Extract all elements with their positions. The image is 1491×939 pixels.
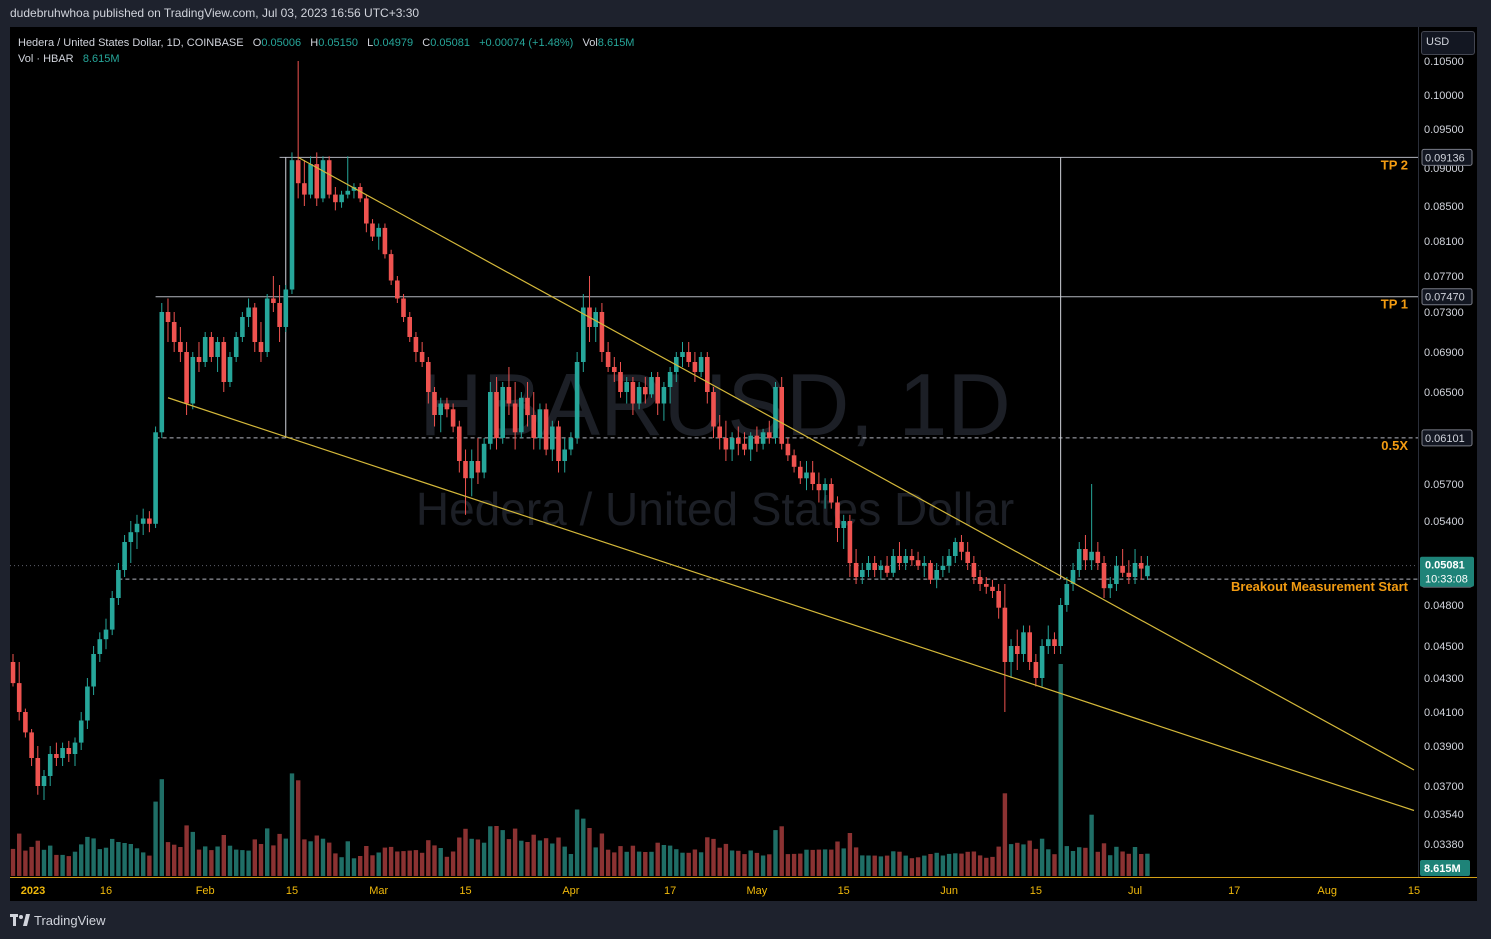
currency-button[interactable]: USD <box>1421 31 1475 55</box>
legend-low-label: L <box>367 37 374 49</box>
footer-bar: TradingView <box>0 901 1491 939</box>
legend-high-label: H <box>310 37 319 49</box>
publisher-text: dudebruhwhoa published on TradingView.co… <box>10 6 420 20</box>
legend-open-label: O <box>252 37 262 49</box>
right-strip <box>1477 27 1491 877</box>
price-axis[interactable] <box>1418 27 1478 877</box>
tradingview-logo-icon <box>10 914 30 926</box>
time-axis[interactable] <box>10 877 1477 902</box>
legend-volume-value: 8.615M <box>82 53 120 65</box>
legend-symbol: Hedera / United States Dollar, 1D, COINB… <box>18 37 244 49</box>
legend-change: +0.00074 (+1.48%) <box>479 37 574 49</box>
legend-high-value: 0.05150 <box>318 37 358 49</box>
currency-label: USD <box>1426 36 1450 48</box>
chart-area[interactable] <box>10 27 1418 877</box>
symbol-legend[interactable]: Hedera / United States Dollar, 1D, COINB… <box>18 35 634 67</box>
legend-close-value: 0.05081 <box>430 37 470 49</box>
legend-volume-label: Vol · HBAR <box>18 53 74 65</box>
legend-low-value: 0.04979 <box>373 37 414 49</box>
legend-volume-row: Vol · HBAR 8.615M <box>18 51 634 67</box>
legend-vol-value: 8.615M <box>597 37 635 49</box>
legend-open-value: 0.05006 <box>261 37 302 49</box>
legend-vol-label: Vol <box>582 37 598 49</box>
publisher-bar: dudebruhwhoa published on TradingView.co… <box>0 0 1491 27</box>
legend-close-label: C <box>422 37 431 49</box>
legend-price-row: Hedera / United States Dollar, 1D, COINB… <box>18 35 634 51</box>
footer-brand: TradingView <box>34 913 106 928</box>
